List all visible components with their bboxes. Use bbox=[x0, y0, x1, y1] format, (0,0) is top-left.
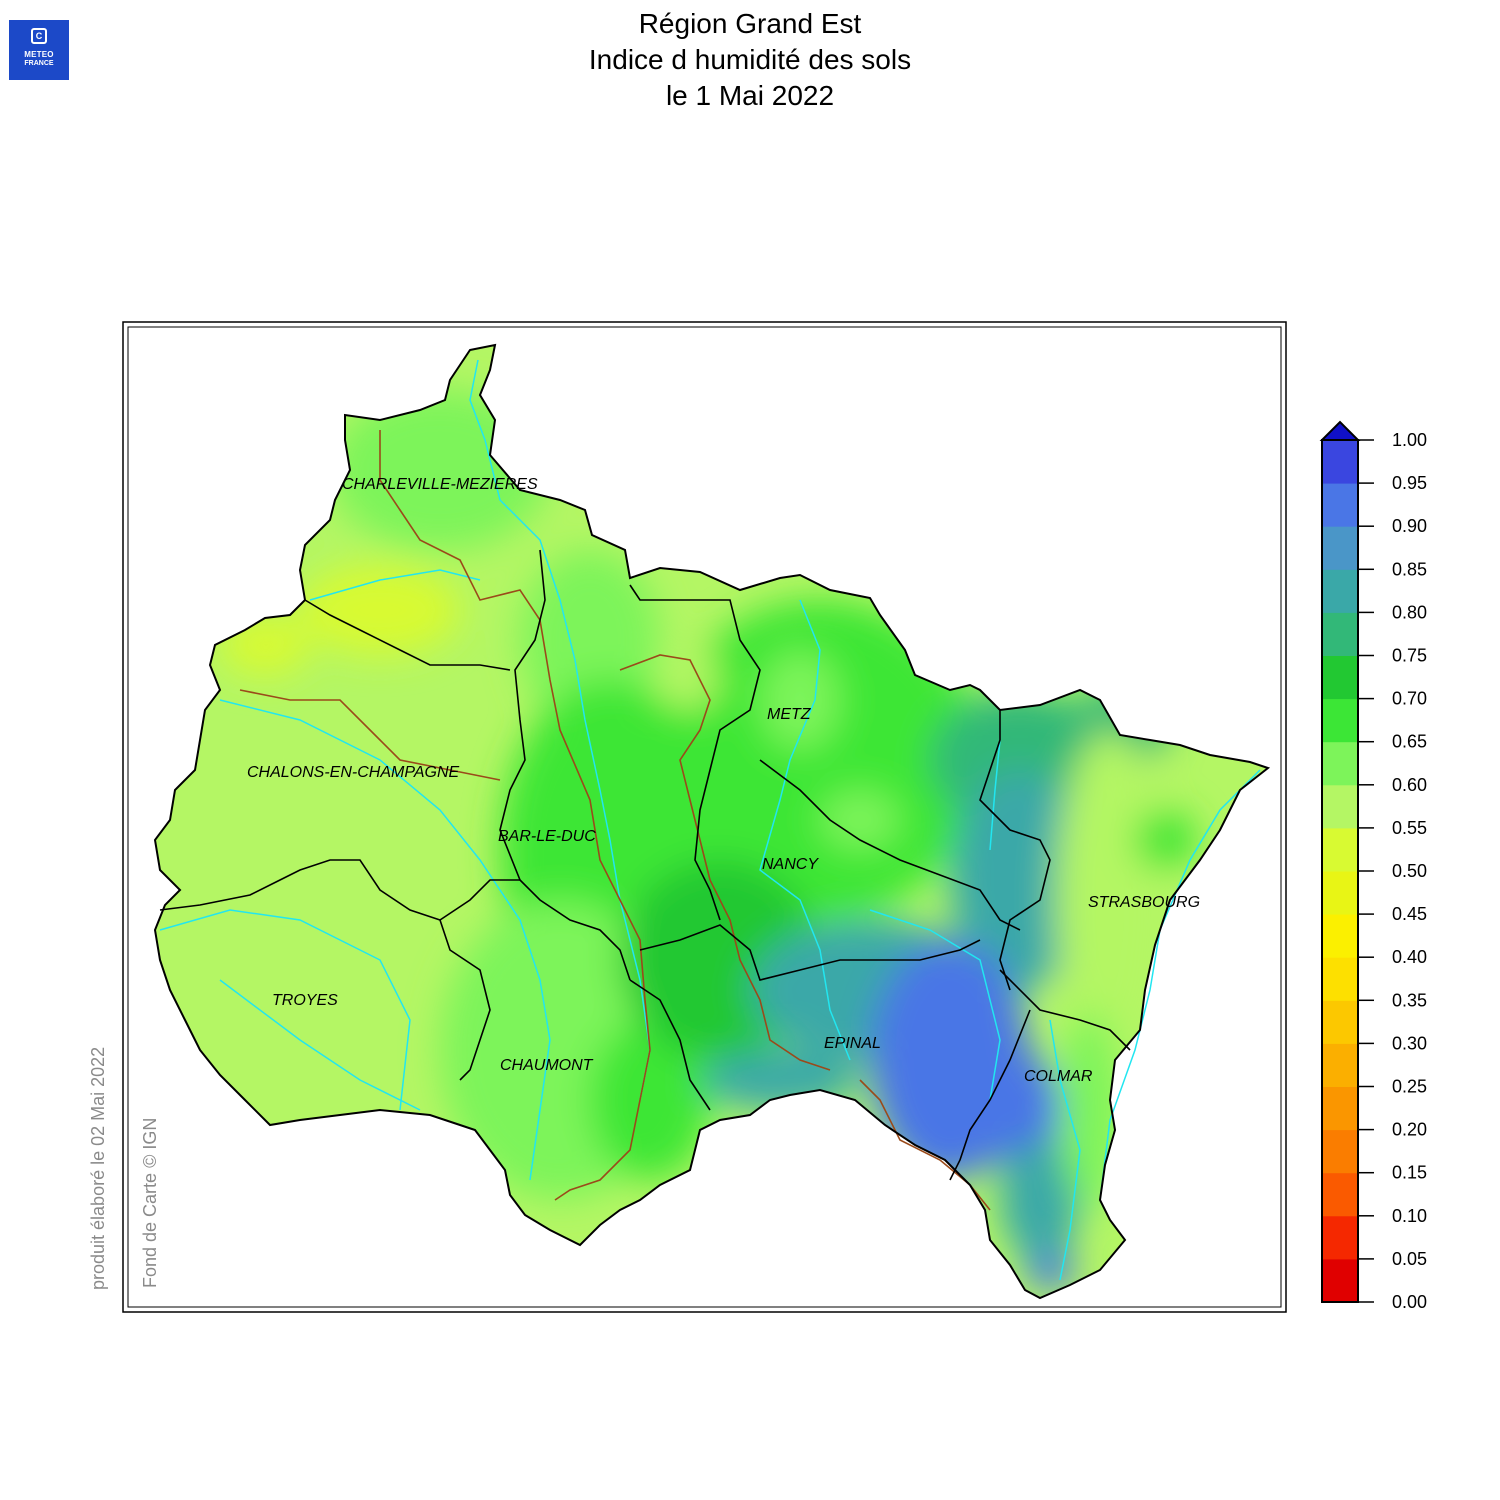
legend-swatch bbox=[1322, 957, 1358, 1001]
legend-tick-label: 0.45 bbox=[1392, 904, 1427, 924]
city-label-colmar: COLMAR bbox=[1024, 1068, 1093, 1085]
legend-tick-label: 0.40 bbox=[1392, 947, 1427, 967]
legend-swatch bbox=[1322, 1129, 1358, 1174]
plot-frame-inner bbox=[127, 326, 1282, 1308]
river-meuse bbox=[469, 359, 651, 1101]
legend-swatch bbox=[1322, 914, 1358, 958]
legend-swatch bbox=[1322, 483, 1358, 527]
legend-swatch bbox=[1322, 440, 1358, 484]
river-ill bbox=[1049, 1019, 1081, 1281]
soil-moisture-field bbox=[155, 345, 1268, 1298]
legend-tick-label: 0.10 bbox=[1392, 1206, 1427, 1226]
river-aube bbox=[219, 979, 421, 1111]
legend-tick-label: 0.00 bbox=[1392, 1292, 1427, 1312]
river-moselle bbox=[759, 599, 851, 1061]
legend-tick-label: 0.65 bbox=[1392, 732, 1427, 752]
logo-text-line2: FRANCE bbox=[24, 60, 54, 67]
legend-tick-label: 0.50 bbox=[1392, 861, 1427, 881]
city-label-bar-le-duc: BAR-LE-DUC bbox=[498, 828, 596, 845]
legend-swatch bbox=[1322, 1000, 1358, 1044]
legend-tick-label: 1.00 bbox=[1392, 430, 1427, 450]
legend-swatch bbox=[1322, 871, 1358, 915]
legend-tick-label: 0.95 bbox=[1392, 473, 1427, 493]
department-boundaries bbox=[159, 549, 1131, 1181]
river-marne bbox=[219, 699, 551, 1181]
legend-tick-label: 0.55 bbox=[1392, 818, 1427, 838]
city-label-chaumont: CHAUMONT bbox=[500, 1057, 594, 1074]
legend-swatch bbox=[1322, 784, 1358, 829]
river-seine bbox=[159, 909, 411, 1111]
legend-tick-label: 0.85 bbox=[1392, 559, 1427, 579]
legend-tick-label: 0.70 bbox=[1392, 689, 1427, 709]
legend-swatch bbox=[1322, 1086, 1358, 1131]
city-label-epinal: EPINAL bbox=[824, 1035, 881, 1052]
city-labels: CHARLEVILLE-MEZIERES METZ CHALONS-EN-CHA… bbox=[247, 476, 1200, 1085]
legend-tick-label: 0.80 bbox=[1392, 602, 1427, 622]
title-date: le 1 Mai 2022 bbox=[665, 80, 835, 111]
legend-swatch bbox=[1322, 655, 1358, 700]
legend-tick-label: 0.60 bbox=[1392, 775, 1427, 795]
logo-text-line1: METEO bbox=[24, 50, 54, 59]
city-label-charleville-mezieres: CHARLEVILLE-MEZIERES bbox=[342, 476, 538, 493]
legend-tick-label: 0.15 bbox=[1392, 1163, 1427, 1183]
legend-tick-label: 0.30 bbox=[1392, 1033, 1427, 1053]
former-region-boundaries bbox=[239, 430, 991, 1211]
city-label-troyes: TROYES bbox=[272, 992, 338, 1009]
river-meurthe bbox=[869, 909, 1001, 1101]
legend-swatch bbox=[1322, 1043, 1358, 1087]
city-label-metz: METZ bbox=[767, 706, 812, 723]
city-label-strasbourg: STRASBOURG bbox=[1088, 894, 1200, 911]
legend-swatch bbox=[1322, 1172, 1358, 1217]
legend-overflow-arrow bbox=[1319, 420, 1361, 441]
legend-tick-label: 0.35 bbox=[1392, 990, 1427, 1010]
legend-colorbar: 0.00 0.05 0.10 0.15 0.20 0.25 0.30 0.35 0.40 0.45… bbox=[1319, 420, 1427, 1312]
legend-swatch bbox=[1322, 698, 1358, 743]
river-saar bbox=[989, 739, 1001, 851]
plot-frame-outer bbox=[122, 321, 1287, 1313]
city-label-nancy: NANCY bbox=[762, 856, 819, 873]
title-indicator: Indice d humidité des sols bbox=[588, 44, 912, 75]
legend-swatch bbox=[1322, 741, 1358, 786]
logo-glyph-icon: C bbox=[31, 28, 47, 44]
legend-tick-label: 0.20 bbox=[1392, 1120, 1427, 1140]
river-rhine bbox=[1099, 769, 1261, 1201]
river-aisne bbox=[309, 569, 481, 601]
title-region: Région Grand Est bbox=[638, 8, 862, 39]
legend-swatch bbox=[1322, 612, 1358, 656]
legend-tick-label: 0.05 bbox=[1392, 1249, 1427, 1269]
legend-swatch bbox=[1322, 1258, 1358, 1303]
legend-tick-label: 0.90 bbox=[1392, 516, 1427, 536]
rivers bbox=[159, 359, 1261, 1281]
legend-swatch bbox=[1322, 827, 1358, 872]
city-label-chalons-en-champagne: CHALONS-EN-CHAMPAGNE bbox=[247, 764, 460, 781]
legend-swatch bbox=[1322, 1215, 1358, 1260]
legend-swatch bbox=[1322, 526, 1358, 570]
legend-swatch bbox=[1322, 569, 1358, 613]
meteo-france-logo: C METEO FRANCE bbox=[9, 20, 69, 80]
legend-tick-label: 0.25 bbox=[1392, 1077, 1427, 1097]
legend-tick-label: 0.75 bbox=[1392, 646, 1427, 666]
